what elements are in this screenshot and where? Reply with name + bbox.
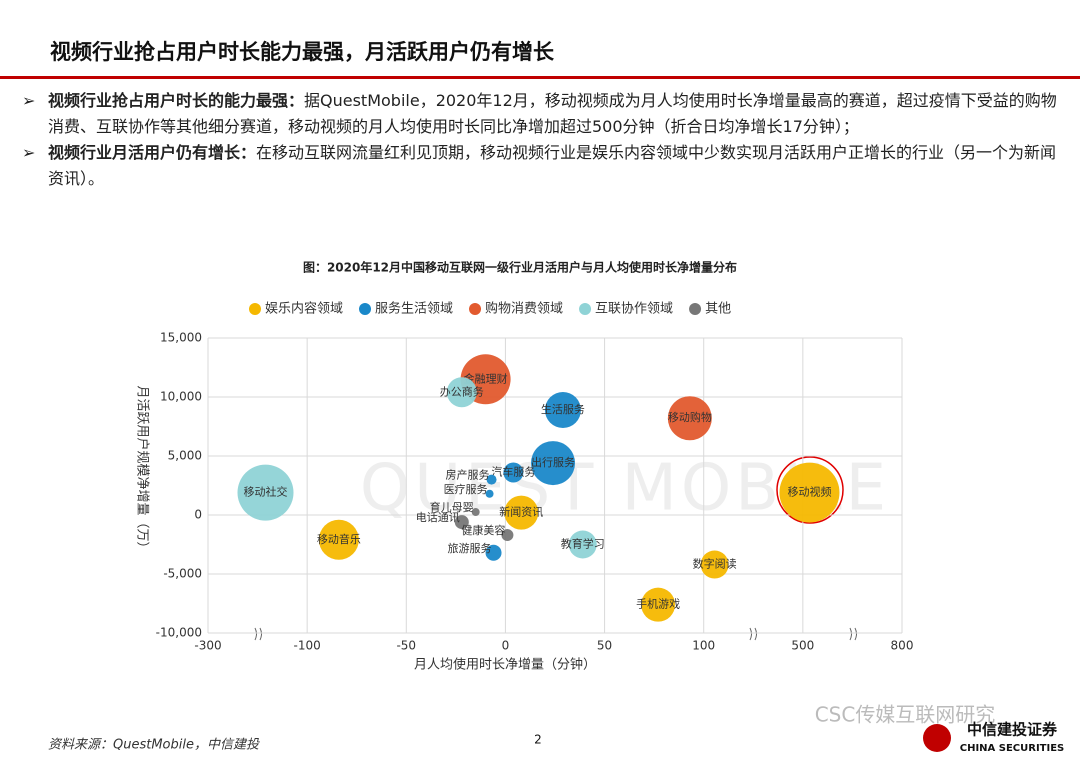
bubble-label: 移动社交 (244, 485, 288, 499)
bullet-text: 据QuestMobile，2020年12月，移动视频成为月人均使用时长净增量最高… (48, 91, 1057, 136)
logo-en: CHINA SECURITIES (960, 743, 1065, 754)
bullet: 视频行业月活用户仍有增长：在移动互联网流量红利见顶期，移动视频行业是娱乐内容领域… (22, 140, 1062, 192)
bubble (486, 474, 497, 485)
bubble (318, 519, 359, 560)
bullet-lead: 视频行业抢占用户时长的能力最强： (48, 91, 305, 110)
y-axis-label: 月活跃用户规模净增量（万） (135, 385, 151, 554)
bubble-label: 新闻资讯 (499, 505, 543, 519)
x-axis-label: 月人均使用时长净增量（分钟） (414, 657, 596, 673)
bullet-list: 视频行业抢占用户时长的能力最强：据QuestMobile，2020年12月，移动… (22, 88, 1062, 192)
bubble-label: 电话通讯 (416, 511, 460, 524)
bubble (446, 377, 477, 408)
bubble-label: 育儿母婴 (430, 500, 474, 514)
bubble (531, 441, 576, 486)
y-tick-label: -5,000 (163, 567, 202, 581)
bubble (454, 515, 469, 530)
bubble-label: 房产服务 (446, 468, 490, 482)
bubble (237, 464, 294, 521)
bubble-label: 移动购物 (668, 410, 712, 424)
page-number: 2 (534, 733, 542, 747)
bubble-label: 健康美容 (461, 523, 505, 537)
bubble-label: 出行服务 (531, 455, 575, 469)
footer-watermark: CSC传媒互联网研究 (815, 703, 996, 727)
x-tick-label: 100 (692, 639, 715, 653)
bubble (568, 530, 597, 559)
axis-break (254, 627, 262, 641)
x-tick-label: 0 (502, 639, 510, 653)
y-tick-label: 5,000 (168, 449, 202, 463)
bubble-label: 手机游戏 (636, 597, 680, 611)
bubble (700, 550, 729, 579)
legend-label: 购物消费领域 (485, 301, 563, 317)
bubble (544, 391, 581, 428)
legend-swatch (469, 303, 482, 315)
bullet-lead: 视频行业月活用户仍有增长： (48, 143, 257, 162)
bubble-label: 旅游服务 (448, 541, 492, 555)
bubble (471, 508, 480, 517)
bubble (779, 462, 840, 523)
axis-break (749, 627, 757, 641)
x-tick-label: 800 (891, 639, 914, 653)
x-tick-label: -300 (194, 639, 221, 653)
bubble-label: 生活服务 (541, 402, 585, 416)
x-tick-label: -50 (396, 639, 416, 653)
grid (207, 337, 903, 634)
bubble-label: 汽车服务 (491, 465, 535, 479)
axis-breaks (254, 627, 857, 641)
y-tick-label: 10,000 (160, 390, 202, 404)
bubble (504, 495, 539, 530)
y-tick-label: -10,000 (156, 626, 202, 640)
highlight-circle (776, 456, 844, 524)
bullet-text: 在移动互联网流量红利见顶期，移动视频行业是娱乐内容领域中少数实现月活跃用户正增长… (48, 143, 1057, 188)
logo-mark (923, 724, 951, 752)
title-rule (0, 76, 1080, 79)
bubble-label: 金融理财 (464, 371, 508, 385)
x-tick-label: 500 (791, 639, 814, 653)
logo-cn: 中信建投证券 (967, 721, 1058, 739)
y-tick-label: 0 (194, 508, 202, 522)
bullet: 视频行业抢占用户时长的能力最强：据QuestMobile，2020年12月，移动… (22, 88, 1062, 140)
y-tick-label: 15,000 (160, 331, 202, 345)
bubble (503, 462, 524, 483)
legend-label: 其他 (705, 302, 731, 317)
bubble-label: 移动音乐 (317, 532, 361, 546)
bubble (501, 529, 514, 542)
bubble (641, 587, 676, 622)
axis-break (849, 627, 857, 641)
bubble-label: 办公商务 (440, 384, 484, 398)
chart-title: 图：2020年12月中国移动互联网一级行业月活用户与月人均使用时长净增量分布 (303, 260, 737, 275)
legend-label: 娱乐内容领域 (265, 301, 343, 317)
slide-title: 视频行业抢占用户时长能力最强，月活跃用户仍有增长 (50, 39, 554, 64)
legend-swatch (359, 303, 372, 315)
bubble-label: 教育学习 (561, 537, 605, 551)
bubble-label: 医疗服务 (444, 482, 488, 496)
legend-label: 服务生活领域 (375, 301, 453, 317)
legend-swatch (689, 303, 702, 315)
x-tick-label: 50 (597, 639, 612, 653)
x-tick-label: -100 (294, 639, 321, 653)
source: 资料来源：QuestMobile，中信建投 (48, 738, 260, 753)
legend-label: 互联协作领域 (595, 302, 673, 317)
bubble-label: 数字阅读 (693, 557, 737, 571)
bubble (485, 489, 494, 498)
legend-swatch (249, 303, 261, 315)
bubble-label: 移动视频 (787, 485, 831, 499)
bubble (485, 544, 502, 561)
legend-swatch (579, 303, 592, 315)
bubble (667, 396, 712, 441)
